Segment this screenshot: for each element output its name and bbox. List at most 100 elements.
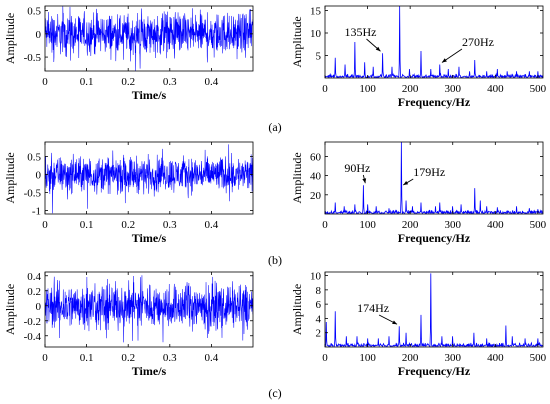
y-tick-label: 15 [310, 6, 322, 18]
y-tick-label: 0 [36, 169, 42, 181]
annotation-arrowhead [375, 46, 381, 52]
plot-4: 0 100 200 300 400 500 20 40 60 Frequency/Hz Amplit… [290, 141, 547, 245]
y-tick-label: 40 [310, 171, 322, 183]
x-tick-label: 0.1 [80, 352, 94, 364]
x-tick-label: 0 [42, 352, 48, 364]
spectrum-line [325, 273, 543, 347]
y-tick-label: 4 [316, 313, 322, 325]
axes-frame [324, 271, 544, 348]
annotation-arrowhead [441, 58, 447, 63]
y-tick-label: 0.4 [27, 271, 41, 283]
peak-annotation: 179Hz [413, 165, 445, 179]
panel-label: (b) [268, 253, 282, 267]
y-tick-label: 5 [316, 51, 322, 63]
x-tick-label: 0 [42, 219, 48, 231]
axes-frame [324, 5, 544, 79]
peak-annotation: 270Hz [462, 35, 494, 49]
x-tick-label: 400 [487, 352, 504, 364]
x-axis-label: Time/s [132, 88, 167, 102]
y-tick-label: 0 [36, 301, 42, 313]
y-tick-label: 60 [310, 151, 322, 163]
y-tick-label: -0.5 [24, 187, 42, 199]
y-tick-label: 6 [316, 299, 322, 311]
y-tick-label: 10 [310, 271, 322, 283]
x-tick-label: 0 [42, 76, 48, 88]
x-tick-label: 0 [322, 83, 328, 95]
x-tick-label: 200 [402, 83, 419, 95]
y-tick-label: 2 [316, 328, 322, 340]
annotation-arrowhead [403, 180, 409, 185]
x-tick-label: 100 [359, 83, 376, 95]
y-axis-label: Amplitude [290, 152, 304, 203]
x-axis-label: Frequency/Hz [398, 95, 471, 109]
x-tick-label: 0.3 [163, 76, 177, 88]
y-tick-label: 0.5 [27, 6, 41, 18]
x-tick-label: 0.3 [163, 219, 177, 231]
spectrum-line [325, 6, 543, 78]
x-axis-label: Frequency/Hz [398, 364, 471, 378]
x-tick-label: 300 [444, 352, 461, 364]
plot-3: 0 0.1 0.2 0.3 0.4 -1 -0.5 0 0.5 Time/s Amplitude [3, 141, 254, 245]
y-tick-label: 0.5 [27, 151, 41, 163]
y-tick-label: 0 [36, 29, 42, 41]
x-tick-label: 0.3 [163, 352, 177, 364]
y-axis-label: Amplitude [3, 152, 17, 203]
series-line [45, 275, 253, 343]
y-tick-label: 10 [310, 28, 322, 40]
y-tick-label: 8 [316, 285, 322, 297]
y-tick-label: 0.2 [27, 286, 41, 298]
x-tick-label: 400 [487, 83, 504, 95]
x-tick-label: 500 [530, 219, 547, 231]
series-line [45, 6, 253, 71]
x-tick-label: 300 [444, 219, 461, 231]
x-tick-label: 0.4 [205, 219, 219, 231]
x-tick-label: 0.2 [121, 219, 135, 231]
spectrum-line [325, 142, 543, 214]
x-axis-label: Frequency/Hz [398, 231, 471, 245]
y-tick-label: -0.5 [24, 52, 42, 64]
y-axis-label: Amplitude [3, 284, 17, 335]
x-tick-label: 100 [359, 352, 376, 364]
annotation-arrowhead [362, 178, 367, 184]
x-axis-label: Time/s [132, 231, 167, 245]
x-tick-label: 0 [322, 219, 328, 231]
peak-annotation: 135Hz [344, 25, 376, 39]
y-tick-label: -0.2 [24, 316, 41, 328]
y-axis-label: Amplitude [290, 284, 304, 335]
x-tick-label: 0.4 [205, 76, 219, 88]
plot-5: 0 0.1 0.2 0.3 0.4 -0.4 -0.2 0 0.2 0.4 Time/s Amplit… [3, 271, 254, 378]
axes-frame [44, 141, 254, 215]
annotation-arrowhead [392, 320, 398, 325]
y-tick-label: 20 [310, 190, 322, 202]
x-tick-label: 100 [359, 219, 376, 231]
x-tick-label: 0 [322, 352, 328, 364]
x-axis-label: Time/s [132, 364, 167, 378]
x-tick-label: 0.1 [80, 76, 94, 88]
x-tick-label: 0.2 [121, 352, 135, 364]
x-tick-label: 400 [487, 219, 504, 231]
axes-frame [324, 141, 544, 215]
x-tick-label: 0.2 [121, 76, 135, 88]
y-axis-label: Amplitude [290, 16, 304, 67]
peak-annotation: 174Hz [357, 301, 389, 315]
y-axis-label: Amplitude [3, 13, 17, 64]
panel-label: (c) [268, 386, 281, 400]
x-tick-label: 500 [530, 83, 547, 95]
peak-annotation: 90Hz [344, 161, 370, 175]
x-tick-label: 0.4 [205, 352, 219, 364]
x-tick-label: 200 [402, 219, 419, 231]
plot-6: 0 100 200 300 400 500 2 4 6 8 10 Frequency/Hz Amplit… [290, 271, 547, 378]
x-tick-label: 300 [444, 83, 461, 95]
axes-frame [44, 5, 254, 72]
panel-label: (a) [268, 120, 281, 134]
plot-2: 0 100 200 300 400 500 5 10 15 Frequency/Hz Amplitu… [290, 6, 547, 110]
axes-frame [44, 271, 254, 348]
series-line [45, 144, 253, 214]
y-tick-label: -1 [32, 205, 41, 217]
x-tick-label: 500 [530, 352, 547, 364]
y-tick-label: -0.4 [24, 331, 42, 343]
x-tick-label: 200 [402, 352, 419, 364]
x-tick-label: 0.1 [80, 219, 94, 231]
